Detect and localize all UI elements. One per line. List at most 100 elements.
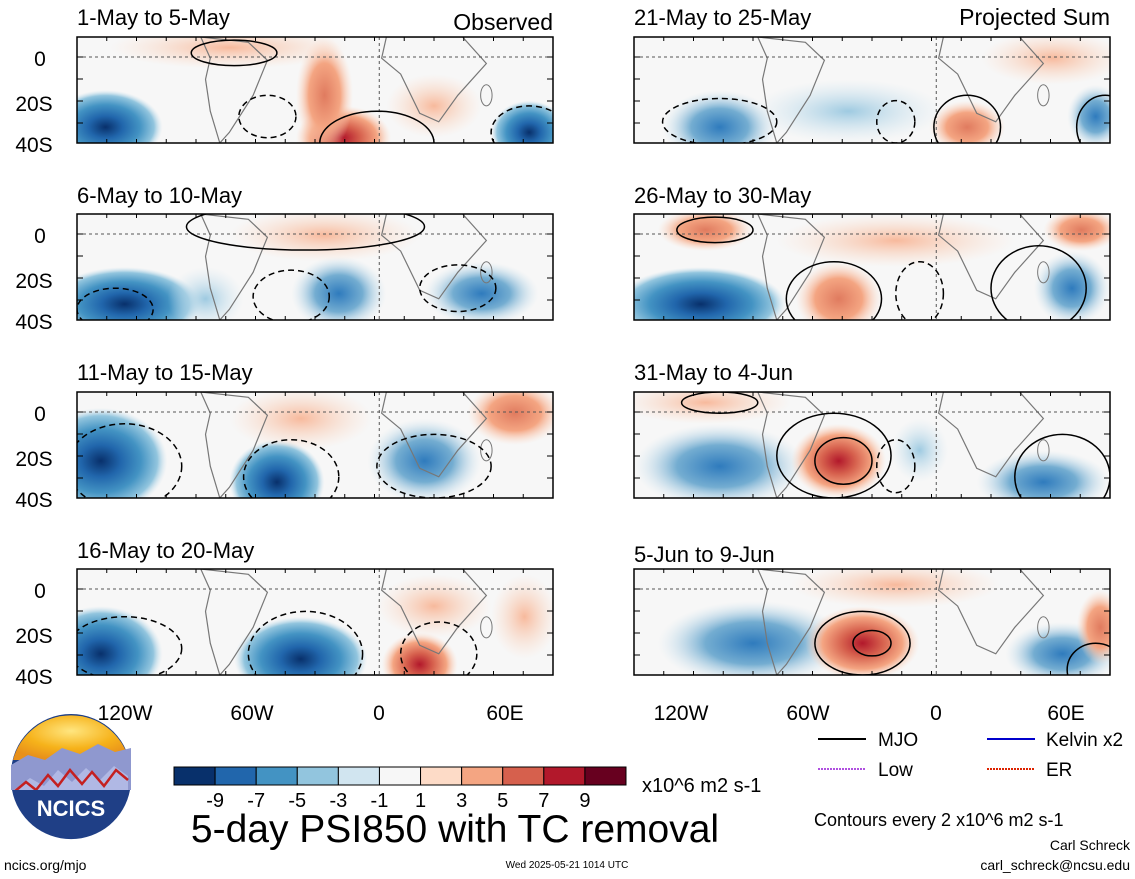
mjo-contour-positive — [933, 94, 1002, 143]
lat-label: 0 — [34, 580, 46, 603]
anomaly-shading — [491, 100, 553, 143]
anomaly-shading — [110, 37, 349, 69]
colorbar-swatch — [502, 766, 545, 786]
coastline-madagascar — [480, 261, 493, 284]
colorbar-label: -7 — [247, 790, 265, 812]
map-panel-obs-2 — [76, 213, 554, 321]
colorbar-swatch — [214, 766, 257, 786]
legend-label-kelvin: Kelvin x2 — [1046, 730, 1123, 751]
anomaly-shading — [167, 267, 244, 320]
anomaly-shading — [367, 418, 482, 498]
coastline-africa — [937, 214, 1045, 300]
longitude-labels: 120W 60W 0 60E 120W 60W 0 60E — [98, 702, 1085, 725]
mjo-contour-negative — [399, 621, 478, 675]
coastline-africa — [937, 569, 1045, 655]
coastline-south-america — [200, 214, 269, 320]
mjo-contour-negative — [247, 610, 364, 675]
anomaly-shading — [77, 407, 168, 498]
anomaly-shading — [234, 616, 368, 675]
projected-sum-label: Projected Sum — [959, 4, 1110, 30]
coastline-madagascar — [1037, 84, 1050, 107]
colorbar-label: 9 — [579, 790, 590, 812]
mjo-contour-negative — [252, 269, 331, 320]
anomaly-shading — [634, 267, 787, 320]
mjo-contour-negative — [77, 287, 154, 320]
colorbar-label: 1 — [415, 790, 426, 812]
anomaly-shading — [386, 74, 482, 138]
colorbar-swatch — [543, 766, 586, 786]
colorbar-swatch — [420, 766, 463, 786]
lon-label: 60W — [230, 702, 273, 725]
colorbar-label: -9 — [206, 790, 224, 812]
mjo-contour-negative — [418, 264, 497, 313]
anomaly-shading — [1067, 84, 1110, 143]
mjo-contour-negative — [895, 260, 945, 320]
mjo-contour-positive — [785, 260, 883, 320]
anomaly-shading — [791, 423, 887, 498]
lon-label: 120W — [98, 702, 153, 725]
legend: MJO Kelvin x2 Low ER Contours every 2 x1… — [814, 730, 1123, 830]
mjo-contour-negative — [490, 105, 553, 143]
map-panel-obs-4 — [76, 568, 554, 676]
mjo-contour-positive — [814, 610, 911, 675]
map-panel-obs-1 — [76, 36, 554, 144]
coastline-madagascar — [1037, 261, 1050, 284]
anomaly-shading — [424, 261, 539, 320]
lat-label: 40S — [15, 311, 52, 334]
lon-label: 60E — [486, 702, 523, 725]
coastline-africa — [380, 214, 488, 300]
anomaly-shading — [634, 423, 806, 498]
lat-label: 0 — [34, 403, 46, 426]
mjo-contour-negative — [876, 99, 916, 143]
anomaly-shading — [229, 214, 420, 262]
lon-label: 120W — [654, 702, 709, 725]
coastline-south-america — [757, 214, 826, 320]
anomaly-shading — [929, 100, 1006, 143]
lon-label: 0 — [373, 702, 385, 725]
coastline-madagascar — [1037, 439, 1050, 462]
anomaly-shading — [229, 392, 373, 451]
colorbar-swatch — [461, 766, 504, 786]
lat-label: 0 — [34, 225, 46, 248]
legend-label-mjo: MJO — [878, 730, 918, 751]
anomaly-shading — [77, 90, 163, 143]
coastline-africa — [380, 392, 488, 478]
lat-label: 0 — [34, 48, 46, 71]
panel-title-proj-3: 31-May to 4-Jun — [634, 360, 793, 385]
anomaly-shading — [776, 214, 1015, 267]
mjo-contour-positive — [185, 214, 426, 251]
panel-title-obs-2: 6-May to 10-May — [77, 183, 242, 208]
lon-label: 0 — [930, 702, 942, 725]
anomaly-shading — [657, 214, 753, 252]
map-panel-obs-3 — [76, 391, 554, 499]
lon-label: 60E — [1047, 702, 1084, 725]
anomaly-shading — [229, 439, 325, 498]
panel-title-obs-1: 1-May to 5-May — [77, 5, 230, 30]
colorbar-swatch — [255, 766, 298, 786]
coastline-south-america — [757, 392, 826, 498]
footer-timestamp: Wed 2025-05-21 1014 UTC — [506, 860, 629, 871]
coastline-south-america — [200, 37, 269, 143]
mjo-contour-positive — [1014, 433, 1110, 498]
colorbar-label: -3 — [329, 790, 347, 812]
coastline-south-america — [757, 37, 826, 143]
anomaly-shading — [753, 79, 944, 143]
colorbar-label: 7 — [538, 790, 549, 812]
lat-label: 40S — [15, 134, 52, 157]
coastline-africa — [937, 392, 1045, 478]
panel-title-obs-4: 16-May to 20-May — [77, 538, 254, 563]
coastline-madagascar — [480, 616, 493, 639]
coastline-south-america — [200, 392, 269, 498]
panel-title-proj-1: 21-May to 25-May — [634, 5, 811, 30]
colorbar-label: 3 — [456, 790, 467, 812]
coastline-madagascar — [480, 84, 493, 107]
coastline-africa — [937, 37, 1045, 123]
colorbar-swatch — [296, 766, 339, 786]
anomaly-shading — [77, 606, 163, 675]
observed-label: Observed — [453, 9, 553, 35]
anomaly-shading — [795, 261, 882, 320]
panel-title-proj-4: 5-Jun to 9-Jun — [634, 542, 775, 567]
mjo-contour-negative — [77, 423, 183, 498]
anomaly-shading — [295, 37, 354, 143]
